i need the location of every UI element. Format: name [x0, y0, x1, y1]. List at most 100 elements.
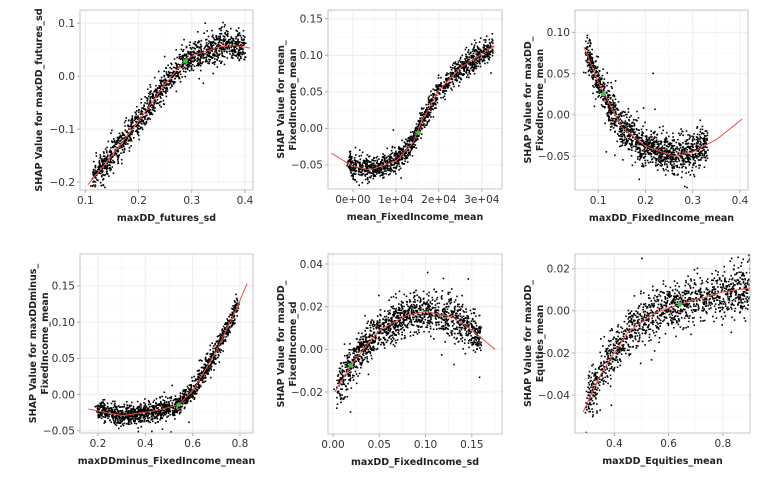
data-point	[241, 39, 244, 41]
data-point	[234, 49, 236, 51]
panel-2: 0e+00 1e+04 2e+04 3e+04−0.050.000.050.100.1…	[276, 9, 503, 223]
data-point	[688, 147, 691, 150]
data-point	[588, 74, 590, 77]
data-point	[653, 156, 655, 159]
data-point	[586, 51, 589, 53]
data-point	[394, 154, 397, 156]
data-point	[440, 85, 442, 87]
data-point	[352, 161, 355, 164]
data-point	[665, 136, 667, 139]
data-point	[444, 92, 446, 95]
data-point	[365, 173, 368, 176]
data-point	[94, 181, 97, 183]
data-point	[589, 44, 591, 47]
data-point	[221, 46, 224, 49]
data-point	[145, 406, 148, 408]
data-point	[693, 175, 696, 178]
data-point	[209, 366, 212, 369]
data-point	[105, 157, 108, 160]
data-point	[204, 371, 206, 374]
x-tick-label: 0.6	[184, 438, 201, 450]
data-point	[664, 139, 667, 142]
data-point	[629, 148, 631, 151]
y-tick-label: 0.00	[52, 389, 75, 401]
data-point	[591, 62, 594, 65]
data-point	[207, 35, 210, 38]
data-point	[147, 107, 150, 110]
data-point	[587, 57, 589, 60]
data-point	[594, 98, 597, 100]
data-point	[171, 72, 174, 74]
data-point	[105, 168, 108, 171]
data-point	[437, 84, 440, 86]
data-point	[231, 52, 234, 54]
data-point	[701, 132, 703, 135]
data-point	[489, 45, 492, 48]
data-point	[369, 166, 372, 168]
data-point	[643, 145, 645, 148]
data-point	[691, 139, 694, 141]
data-point	[685, 172, 688, 174]
data-point	[703, 156, 705, 159]
data-point	[491, 38, 493, 41]
data-point	[623, 111, 626, 114]
data-point	[407, 137, 410, 140]
data-point	[370, 163, 372, 166]
data-point	[237, 55, 240, 57]
data-point	[388, 156, 391, 159]
data-point	[641, 139, 644, 141]
data-point	[234, 46, 237, 48]
data-point	[602, 97, 605, 100]
data-point	[673, 144, 676, 147]
data-point	[172, 82, 175, 85]
data-point	[481, 56, 484, 59]
data-point	[636, 133, 638, 136]
data-point	[447, 84, 450, 87]
data-point	[428, 119, 431, 121]
data-point	[140, 126, 142, 129]
data-point	[608, 108, 611, 111]
data-point	[413, 136, 415, 139]
data-point	[614, 110, 617, 113]
data-point	[109, 164, 111, 167]
data-point	[392, 158, 395, 160]
data-point	[491, 52, 494, 54]
data-point	[219, 333, 222, 335]
data-point	[638, 159, 641, 161]
y-tick-label: 0.0	[58, 71, 75, 83]
data-point	[626, 122, 629, 124]
data-point	[128, 139, 130, 141]
data-point	[669, 143, 672, 146]
data-point	[235, 36, 237, 38]
data-point	[591, 48, 593, 51]
data-point	[639, 150, 641, 153]
data-point	[374, 166, 377, 168]
data-point	[147, 417, 149, 419]
data-point	[152, 93, 155, 96]
data-point	[105, 158, 108, 161]
data-point	[695, 142, 698, 144]
data-point	[160, 410, 162, 412]
data-point	[427, 101, 430, 104]
data-point	[113, 145, 116, 148]
data-point	[151, 417, 153, 419]
data-point	[349, 168, 351, 171]
data-point	[612, 127, 615, 129]
data-point	[207, 52, 210, 55]
data-point	[98, 159, 101, 162]
data-point	[425, 115, 428, 118]
data-point	[666, 163, 668, 165]
data-point	[203, 57, 206, 59]
data-point	[125, 143, 127, 145]
data-point	[100, 169, 103, 172]
data-point	[597, 72, 600, 74]
data-point	[658, 157, 660, 159]
data-point	[456, 75, 458, 78]
data-point	[397, 161, 400, 164]
data-point	[624, 136, 627, 139]
panel-border	[327, 9, 503, 190]
data-point	[204, 22, 207, 24]
data-point	[697, 142, 699, 145]
data-point	[590, 68, 593, 71]
data-point	[152, 109, 154, 111]
